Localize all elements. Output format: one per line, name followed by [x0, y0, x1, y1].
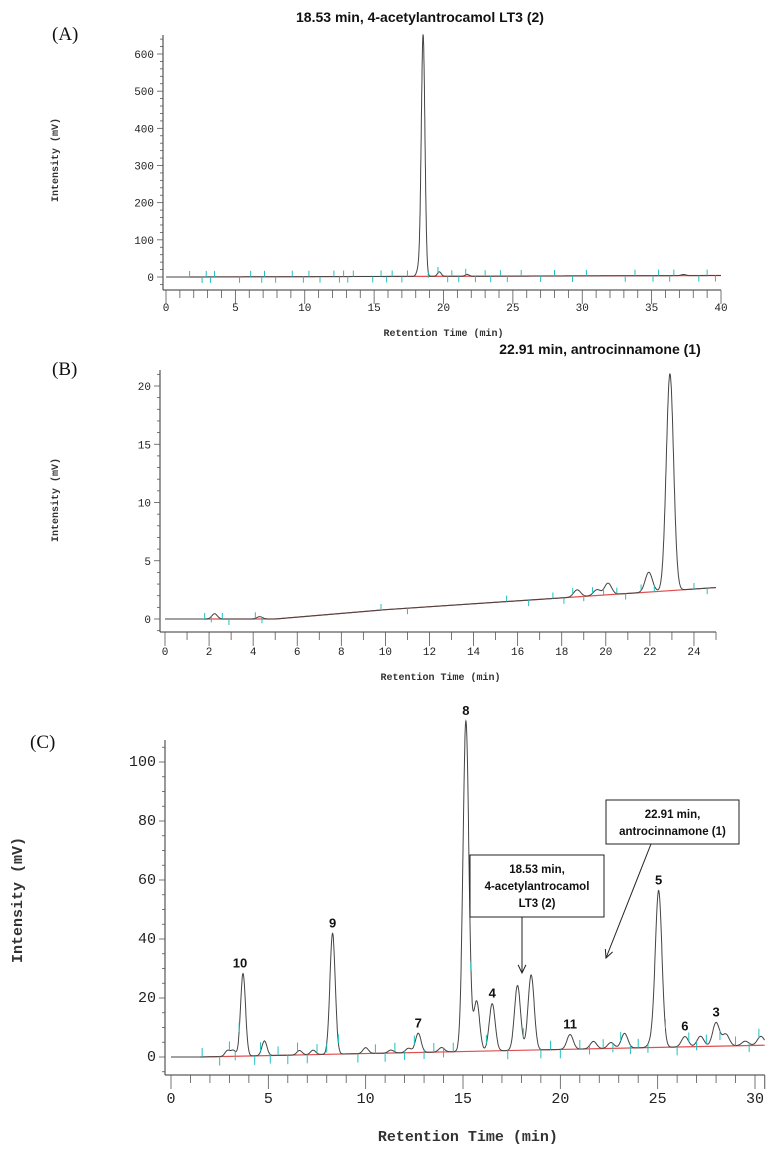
x-tick-label: 15 — [454, 1091, 472, 1108]
chromatogram-trace — [166, 34, 721, 278]
y-tick-label: 100 — [134, 236, 154, 248]
annotation-arrow — [605, 843, 652, 959]
y-tick-label: 100 — [129, 754, 156, 771]
x-tick-label: 30 — [746, 1091, 764, 1108]
x-axis-label: Retention Time (min) — [380, 672, 500, 684]
annotation-callout: 18.53 min, 4-acetylantrocamol LT3 (2) — [469, 854, 605, 975]
x-tick-label: 35 — [645, 303, 658, 315]
x-axis-label: Retention Time (min) — [378, 1129, 558, 1146]
panel-letter: (A) — [52, 24, 78, 45]
arrow-head-icon — [604, 948, 613, 960]
annotation-box — [469, 854, 605, 918]
x-tick-label: 30 — [576, 303, 589, 315]
x-tick-label: 12 — [423, 647, 436, 659]
y-tick-label: 600 — [134, 50, 154, 62]
panel-letter: (B) — [52, 359, 77, 380]
panel-letter: (C) — [30, 732, 55, 753]
chromatogram-trace — [171, 719, 765, 1058]
x-tick-label: 20 — [437, 303, 450, 315]
annotation-text: 18.53 min, — [509, 864, 565, 876]
x-tick-label: 10 — [379, 647, 392, 659]
x-tick-label: 20 — [599, 647, 612, 659]
annotation-text: 22.91 min, — [645, 809, 701, 821]
x-tick-label: 22 — [643, 647, 656, 659]
y-axis-label: Intensity (mV) — [50, 458, 62, 542]
peak-label: 7 — [415, 1015, 422, 1030]
x-tick-label: 24 — [687, 647, 701, 659]
x-tick-label: 8 — [338, 647, 345, 659]
y-tick-label: 10 — [138, 499, 151, 511]
x-tick-label: 18 — [555, 647, 568, 659]
x-tick-label: 0 — [166, 1091, 175, 1108]
y-tick-label: 20 — [138, 990, 156, 1007]
peak-label: 6 — [681, 1019, 688, 1034]
peak-label: 3 — [712, 1004, 719, 1019]
x-tick-label: 6 — [294, 647, 301, 659]
peak-label: 10 — [233, 956, 247, 971]
peak-label: 8 — [462, 703, 469, 718]
x-tick-label: 20 — [551, 1091, 569, 1108]
chart-title: 22.91 min, antrocinnamone (1) — [499, 341, 701, 357]
x-tick-label: 40 — [714, 303, 727, 315]
y-tick-label: 5 — [144, 557, 151, 569]
peak-label: 5 — [655, 872, 662, 887]
y-tick-label: 0 — [147, 273, 154, 285]
y-tick-label: 200 — [134, 199, 154, 211]
x-tick-label: 25 — [506, 303, 519, 315]
chart-title: 18.53 min, 4-acetylantrocamol LT3 (2) — [296, 9, 544, 25]
x-axis-label: Retention Time (min) — [383, 328, 503, 340]
y-tick-label: 40 — [138, 931, 156, 948]
annotation-callout: 22.91 min, antrocinnamone (1) — [604, 799, 740, 960]
y-tick-label: 500 — [134, 87, 154, 99]
peak-label: 9 — [329, 915, 336, 930]
x-tick-label: 16 — [511, 647, 524, 659]
x-tick-label: 10 — [357, 1091, 375, 1108]
y-tick-label: 0 — [144, 615, 151, 627]
peak-label: 4 — [489, 986, 497, 1001]
peak-label: 11 — [563, 1017, 577, 1032]
x-tick-label: 0 — [163, 303, 170, 315]
x-tick-label: 5 — [232, 303, 239, 315]
x-tick-label: 10 — [298, 303, 311, 315]
y-axis-label: Intensity (mV) — [10, 837, 27, 963]
y-tick-label: 20 — [138, 382, 151, 394]
y-tick-label: 300 — [134, 162, 154, 174]
annotation-box — [605, 799, 740, 845]
x-tick-label: 4 — [250, 647, 257, 659]
x-tick-label: 14 — [467, 647, 481, 659]
annotation-text: 4-acetylantrocamol — [485, 881, 590, 893]
y-tick-label: 60 — [138, 872, 156, 889]
annotation-text: LT3 (2) — [519, 898, 556, 910]
x-tick-label: 0 — [162, 647, 169, 659]
chromatogram-trace — [165, 372, 716, 620]
y-tick-label: 80 — [138, 813, 156, 830]
y-tick-label: 15 — [138, 440, 151, 452]
x-tick-label: 5 — [264, 1091, 273, 1108]
y-tick-label: 400 — [134, 124, 154, 136]
y-axis-label: Intensity (mV) — [50, 118, 62, 202]
x-tick-label: 25 — [649, 1091, 667, 1108]
x-tick-label: 2 — [206, 647, 213, 659]
arrow-head-icon — [517, 964, 527, 975]
x-tick-label: 15 — [368, 303, 381, 315]
y-tick-label: 0 — [147, 1049, 156, 1066]
annotation-text: antrocinnamone (1) — [619, 826, 726, 838]
